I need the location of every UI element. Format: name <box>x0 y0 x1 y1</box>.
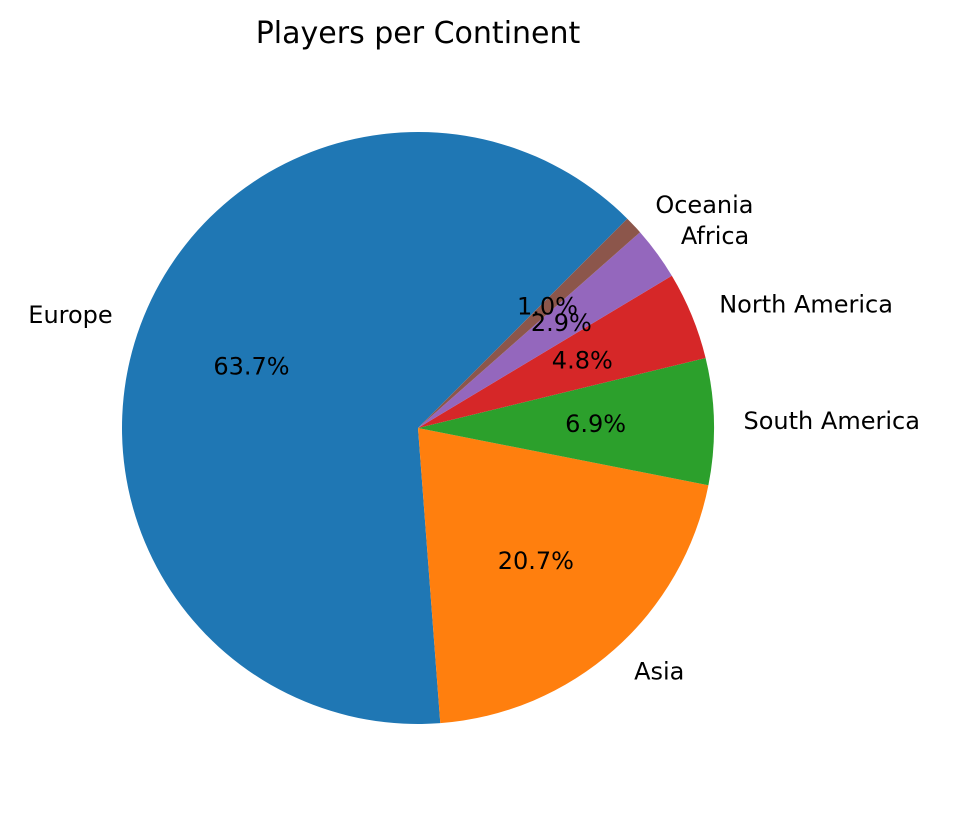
pie-slice-asia <box>418 428 709 724</box>
slice-label-south-america: South America <box>744 407 920 435</box>
pie-labels: Europe 63.7% Asia 20.7% South America 6.9% Nor… <box>28 191 920 685</box>
pie-slice-north-america <box>418 275 706 428</box>
slice-label-europe: Europe <box>28 301 112 329</box>
slice-percent-south-america: 6.9% <box>565 410 626 438</box>
pie-slice-africa <box>418 232 672 428</box>
slice-percent-oceania: 1.0% <box>517 292 578 320</box>
slice-percent-europe: 63.7% <box>213 352 289 380</box>
pie-slice-south-america <box>418 357 714 486</box>
slice-percent-africa: 2.9% <box>531 309 592 337</box>
pie-slice-europe <box>122 132 628 725</box>
chart-title: Players per Continent <box>256 16 581 51</box>
slice-percent-asia: 20.7% <box>498 547 574 575</box>
slice-label-oceania: Oceania <box>655 191 753 219</box>
slice-label-africa: Africa <box>681 222 749 250</box>
slice-label-north-america: North America <box>719 290 893 318</box>
pie-slice-oceania <box>418 218 641 428</box>
pie-slices <box>122 132 714 725</box>
slice-label-asia: Asia <box>634 658 684 686</box>
slice-percent-north-america: 4.8% <box>552 347 613 375</box>
